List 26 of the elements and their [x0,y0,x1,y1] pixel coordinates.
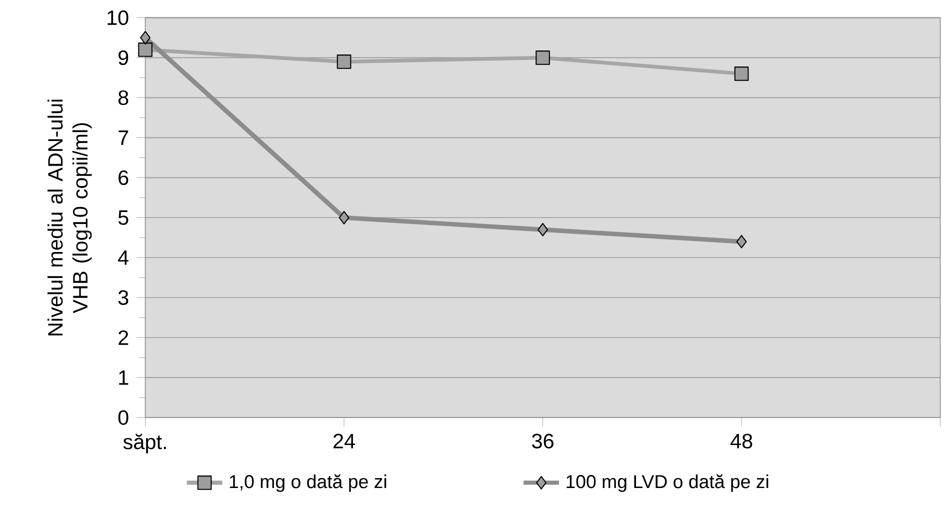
y-tick-label: 7 [118,130,128,145]
y-tick-label: 9 [118,50,128,65]
y-tick-label: 5 [118,210,128,225]
x-tick-label: 36 [532,434,554,448]
point [538,222,548,236]
x-tick-label: 24 [334,434,355,448]
point [138,42,152,57]
point [338,210,350,224]
y-tick-label: 4 [118,250,128,265]
y-tick-label: 10 [108,10,128,25]
point [736,234,747,248]
y-tick-label: 0 [118,410,128,425]
x-tick-label: 48 [730,434,752,448]
legend-label: 100 mg LVD o dată pe zi [566,474,768,492]
point [140,30,150,44]
point [536,50,550,65]
y-tick-label: 6 [118,170,128,185]
point [734,66,749,81]
y-tick-label: 2 [118,330,128,345]
y-axis-title: Nivelul mediu al ADN-ului VHB (log10 copii/ml) [48,100,92,336]
point [336,54,352,69]
x-tick-label: săpt. [123,434,166,454]
y-tick-label: 1 [119,370,128,385]
legend-label: 1,0 mg o dată pe zi [230,474,386,492]
y-tick-label: 8 [118,90,128,105]
y-tick-label: 3 [118,290,128,305]
